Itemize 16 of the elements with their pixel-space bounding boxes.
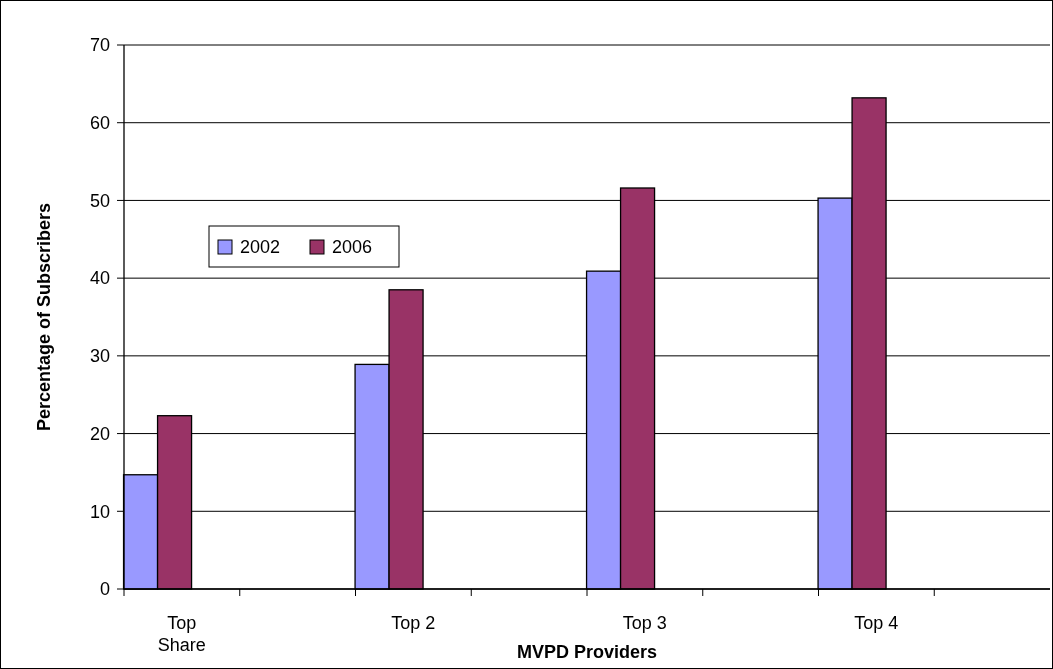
y-tick-label: 30 (89, 346, 110, 367)
y-tick-label: 10 (89, 501, 110, 522)
y-tick-label: 0 (99, 579, 110, 600)
x-tick-label: Top 3 (622, 613, 667, 633)
y-tick-label: 60 (89, 113, 110, 134)
y-tick-label: 40 (89, 268, 110, 289)
x-tick-label: Top 4 (854, 613, 899, 633)
x-tick-label: Top Share (157, 613, 206, 655)
legend-label: 2002 (240, 237, 281, 258)
y-tick-label: 50 (89, 190, 110, 211)
x-tick-label: Top 2 (391, 613, 436, 633)
x-axis-title: MVPD Providers (516, 642, 658, 662)
y-tick-label: 70 (89, 35, 110, 56)
y-tick-label: 20 (89, 423, 110, 444)
y-axis-title: Percentage of Subscribers (34, 202, 54, 432)
legend-label: 2006 (332, 237, 373, 258)
